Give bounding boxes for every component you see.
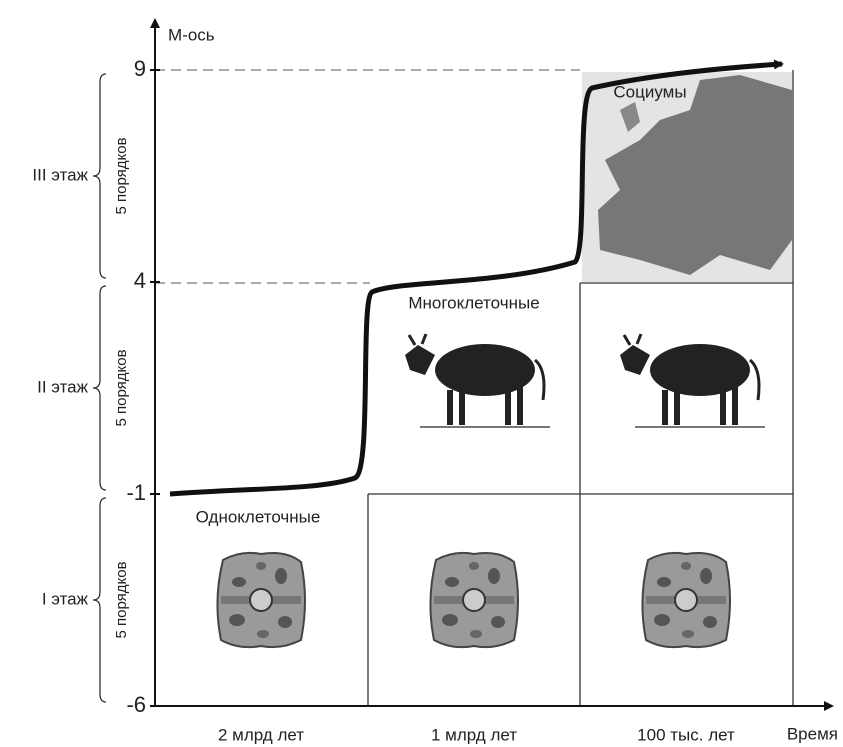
brace: [92, 73, 107, 279]
column-label: 100 тыс. лет: [637, 725, 735, 744]
y-tick-label: 9: [134, 56, 146, 81]
floor-span: 5 порядков: [113, 561, 130, 638]
europe-map: [582, 72, 792, 282]
cell-image: [216, 551, 306, 649]
region-label: Социумы: [613, 82, 686, 101]
x-axis-label: Время: [787, 724, 838, 743]
y-tick-label: 4: [134, 268, 146, 293]
cell-image: [429, 551, 519, 649]
y-tick-label: -6: [126, 692, 146, 717]
floor-label: II этаж: [37, 377, 89, 396]
cow-image: [620, 334, 765, 427]
floor-label: I этаж: [42, 589, 89, 608]
y-tick-label: -1: [126, 480, 146, 505]
cow-image: [405, 334, 550, 427]
cell-image: [641, 551, 731, 649]
floor-span: 5 порядков: [113, 349, 130, 426]
floor-label: III этаж: [32, 165, 88, 184]
region-label: Одноклеточные: [196, 507, 321, 526]
brace: [92, 285, 107, 491]
region-label: Многоклеточные: [408, 293, 539, 312]
brace: [92, 497, 107, 703]
floor-span: 5 порядков: [113, 137, 130, 214]
y-axis-label: М-ось: [168, 25, 215, 44]
column-label: 2 млрд лет: [218, 725, 304, 744]
column-label: 1 млрд лет: [431, 725, 517, 744]
evolution-arrow: [169, 59, 784, 497]
